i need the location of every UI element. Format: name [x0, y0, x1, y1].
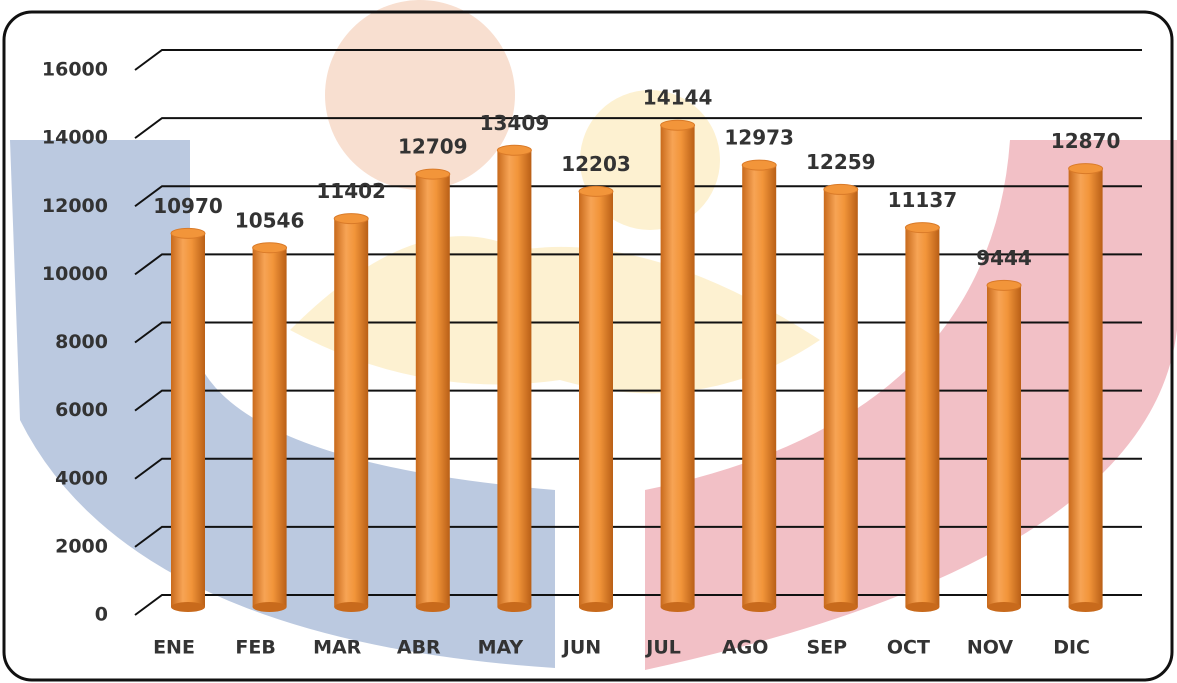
bar	[660, 119, 696, 612]
bar-base	[171, 602, 205, 612]
bar-body	[497, 150, 532, 608]
bar	[170, 227, 206, 612]
y-tick-label: 16000	[42, 59, 108, 81]
x-tick-label: SEP	[807, 637, 848, 659]
bar-cap	[170, 227, 206, 239]
grid-line	[134, 389, 1142, 412]
bar-cap	[578, 185, 614, 197]
grid-line	[134, 49, 1142, 71]
grid-line	[134, 594, 1142, 616]
value-label: 12203	[561, 152, 631, 176]
bar-cap	[496, 144, 532, 156]
grid: 0 2000 4000 6000 8000 10000 12000 14000 16000	[42, 49, 1142, 626]
value-label: 11402	[316, 179, 386, 203]
bar	[1068, 163, 1104, 612]
bar-cap	[333, 213, 369, 225]
grid-line	[134, 185, 1142, 208]
bar-base	[987, 602, 1021, 612]
bar	[823, 183, 859, 612]
bar-body	[171, 233, 205, 607]
bar-cap	[741, 159, 777, 171]
x-tick-label: JUL	[644, 637, 681, 659]
bar-body	[742, 165, 777, 608]
grid-line	[134, 253, 1142, 276]
y-tick-label: 12000	[42, 195, 108, 217]
y-tick-label: 14000	[42, 127, 108, 149]
bar-cap	[415, 168, 451, 180]
bar-base	[1068, 602, 1103, 612]
bar-body	[987, 285, 1021, 607]
bar-base	[579, 602, 613, 612]
value-label: 11137	[888, 188, 958, 212]
x-tick-label: FEB	[235, 637, 275, 659]
bar-base	[823, 602, 858, 612]
bar	[496, 144, 532, 612]
value-label: 12259	[806, 150, 876, 174]
bar-cap	[660, 119, 696, 131]
bar-cap	[904, 222, 940, 234]
x-tick-label: JUN	[561, 637, 601, 659]
x-tick-label: MAY	[478, 637, 524, 659]
bars: ENE 10970 FEB 10546 MAR 11402 ABR 12709 MAY 13409…	[153, 86, 1120, 659]
bar-body	[905, 227, 940, 607]
bar	[252, 242, 288, 612]
value-label: 10970	[153, 194, 223, 218]
bar-cap	[823, 183, 859, 195]
bar-base	[252, 602, 287, 612]
frame	[2, 10, 1174, 682]
bar-cap	[252, 242, 288, 254]
x-tick-label: ENE	[153, 637, 195, 659]
y-tick-label: 6000	[55, 399, 108, 421]
bar-body	[823, 189, 858, 608]
grid-line	[134, 457, 1142, 480]
value-label: 13409	[480, 111, 550, 135]
bar	[415, 168, 451, 612]
y-tick-label: 0	[95, 604, 108, 626]
value-label: 9444	[976, 246, 1032, 270]
x-tick-label: NOV	[967, 637, 1014, 659]
value-label: 12973	[724, 126, 794, 150]
bar-base	[415, 602, 450, 612]
bar-base	[497, 602, 532, 612]
y-tick-label: 4000	[55, 467, 108, 489]
x-tick-label: OCT	[887, 637, 930, 659]
value-label: 14144	[643, 86, 713, 110]
grid-line	[134, 525, 1142, 548]
bar-base	[334, 602, 369, 612]
bar-body	[579, 191, 613, 607]
bar-base	[905, 602, 940, 612]
y-tick-label: 10000	[42, 263, 108, 285]
bar	[986, 279, 1022, 612]
y-tick-label: 2000	[55, 535, 108, 557]
bar-body	[1068, 168, 1103, 607]
value-label: 10546	[235, 208, 305, 232]
x-tick-label: AGO	[722, 637, 768, 659]
bar-base	[742, 602, 777, 612]
x-tick-label: MAR	[313, 637, 362, 659]
value-label: 12870	[1051, 129, 1121, 153]
bar-base	[660, 602, 695, 612]
bar-body	[415, 174, 450, 608]
value-label: 12709	[398, 135, 468, 159]
bar-cap	[1068, 163, 1104, 175]
bar-body	[660, 125, 695, 607]
bar-body	[334, 218, 369, 607]
grid-line	[134, 117, 1142, 139]
grid-line	[134, 321, 1142, 344]
bar-body	[252, 247, 287, 608]
bar	[741, 159, 777, 612]
x-tick-label: ABR	[397, 637, 441, 659]
y-tick-label: 8000	[55, 331, 108, 353]
bar	[578, 185, 614, 612]
bar	[904, 222, 940, 612]
bar	[333, 213, 369, 612]
x-tick-label: DIC	[1053, 637, 1090, 659]
bar-cap	[986, 279, 1022, 291]
